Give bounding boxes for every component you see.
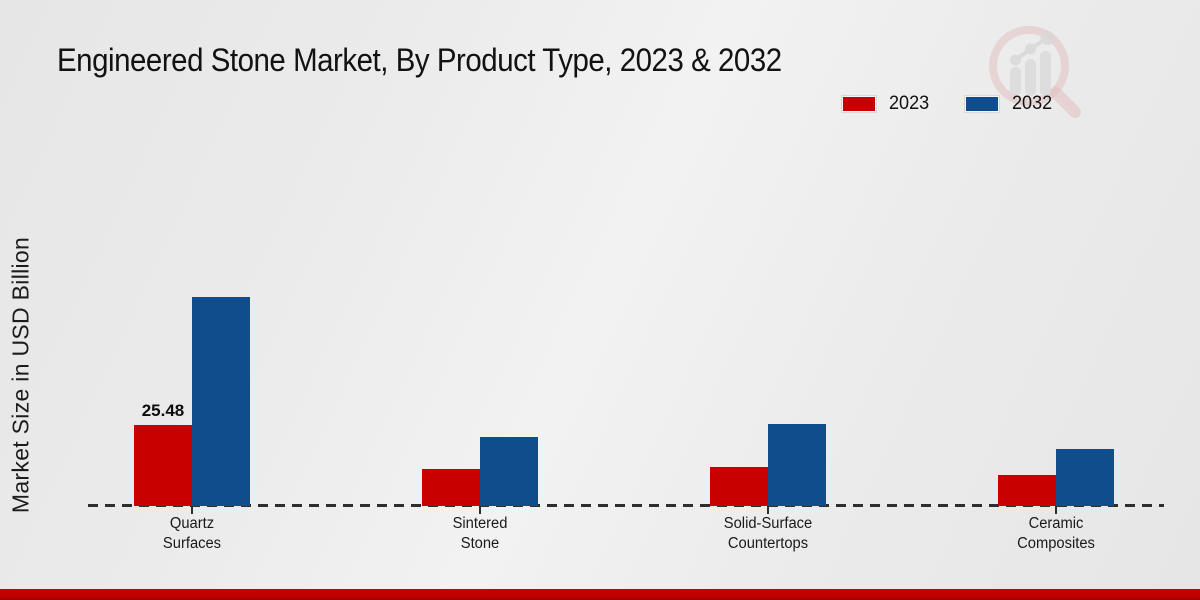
legend-item-2023: 2023	[842, 93, 931, 115]
x-axis-tick	[479, 506, 481, 514]
category-label-quartz-surfaces: Quartz Surfaces	[162, 515, 222, 552]
magnifier-ring-icon	[989, 26, 1069, 106]
bar-2023-ceramic-composites	[998, 475, 1056, 506]
bar-2032-quartz-surfaces	[192, 297, 250, 506]
legend-swatch-2023-icon	[842, 96, 876, 112]
brand-watermark-logo	[989, 26, 1081, 118]
category-label-solid-surface-countertops: Solid-Surface Countertops	[723, 515, 813, 552]
magnifier-handle-icon	[1050, 87, 1081, 118]
category-label-sintered-stone: Sintered Stone	[452, 515, 508, 552]
x-axis-baseline	[88, 504, 1164, 507]
bar-trend-icon	[1010, 31, 1055, 96]
legend-label-2032: 2032	[1012, 93, 1053, 114]
category-label-ceramic-composites: Ceramic Composites	[1017, 515, 1095, 552]
data-label-2023-quartz-surfaces: 25.48	[141, 401, 185, 420]
bar-2032-sintered-stone	[480, 437, 538, 506]
legend-swatch-2032-icon	[965, 96, 1000, 112]
chart-title: Engineered Stone Market, By Product Type…	[57, 42, 782, 78]
bar-2023-sintered-stone	[422, 469, 480, 506]
legend-item-2032: 2032	[965, 93, 1054, 115]
x-axis-tick	[191, 506, 193, 514]
legend-label-2023: 2023	[889, 93, 930, 114]
bar-2023-solid-surface-countertops	[710, 467, 768, 506]
footer-accent-bar	[0, 589, 1200, 600]
bar-2032-ceramic-composites	[1056, 449, 1114, 506]
bar-2023-quartz-surfaces	[134, 425, 192, 506]
x-axis-tick	[1055, 506, 1057, 514]
bar-2032-solid-surface-countertops	[768, 424, 826, 506]
legend: 2023 2032	[842, 93, 1055, 115]
x-axis-tick	[767, 506, 769, 514]
